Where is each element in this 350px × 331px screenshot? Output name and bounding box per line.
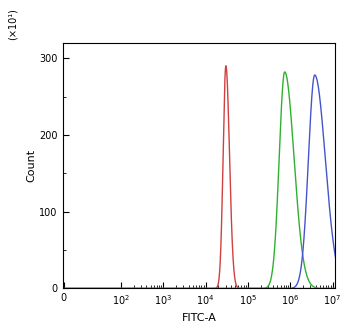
Text: (×10¹): (×10¹) [8, 8, 18, 40]
Y-axis label: Count: Count [27, 149, 36, 182]
X-axis label: FITC-A: FITC-A [181, 313, 216, 323]
